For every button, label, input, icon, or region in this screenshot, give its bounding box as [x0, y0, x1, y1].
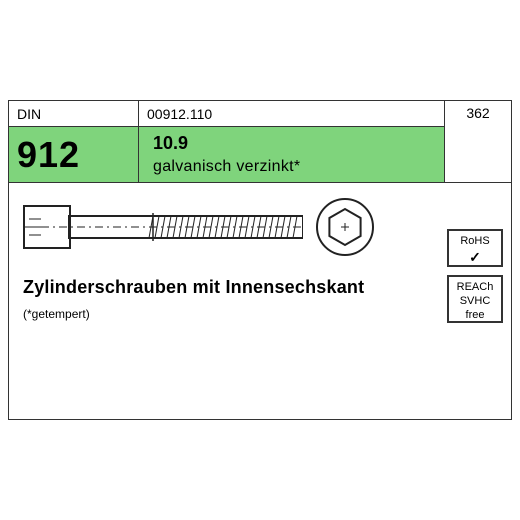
screw-drawing: [23, 195, 303, 259]
body: Zylinderschrauben mit Innensechskant (*g…: [9, 183, 511, 419]
std-number: 912: [17, 134, 80, 176]
product-title: Zylinderschrauben mit Innensechskant: [23, 277, 364, 298]
finish: galvanisch verzinkt*: [153, 158, 444, 176]
header-right: 362: [445, 101, 511, 182]
std-label: DIN: [9, 101, 138, 127]
product-note: (*getempert): [23, 307, 90, 321]
reach-line3: free: [451, 309, 499, 323]
grade: 10.9: [153, 133, 444, 154]
header-left: DIN 912: [9, 101, 139, 182]
grade-finish-cell: 10.9 galvanisch verzinkt*: [139, 127, 444, 182]
hex-end-drawing: [313, 195, 377, 259]
rohs-label: RoHS: [451, 235, 499, 249]
header-mid: 00912.110 10.9 galvanisch verzinkt*: [139, 101, 445, 182]
page-code: 362: [466, 105, 489, 121]
check-icon: ✓: [451, 249, 499, 267]
spec-card: DIN 912 00912.110 10.9 galvanisch verzin…: [8, 100, 512, 420]
header: DIN 912 00912.110 10.9 galvanisch verzin…: [9, 101, 511, 183]
rohs-badge: RoHS ✓: [447, 229, 503, 267]
reach-line2: SVHC: [451, 295, 499, 309]
std-number-cell: 912: [9, 127, 138, 182]
reach-badge: REACh SVHC free: [447, 275, 503, 323]
part-code: 00912.110: [139, 101, 444, 127]
reach-line1: REACh: [451, 281, 499, 295]
